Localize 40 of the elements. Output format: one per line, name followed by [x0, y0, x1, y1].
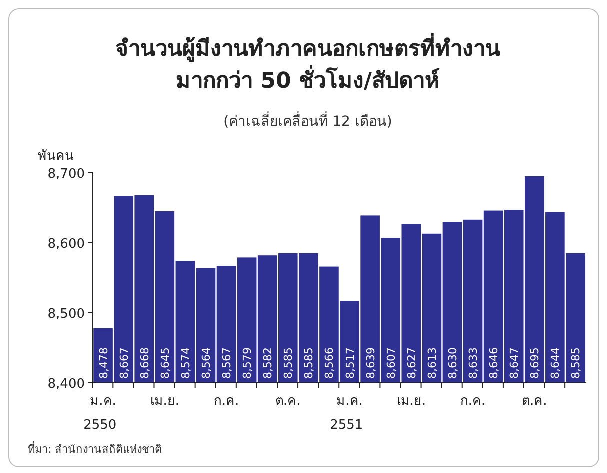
data-label: 8,564 [200, 348, 213, 379]
data-label: 8,613 [426, 348, 439, 379]
y-tick-label: 8,700 [48, 167, 85, 182]
data-label: 8,646 [488, 348, 501, 379]
data-label: 8,574 [179, 348, 192, 379]
y-axis-title: พันคน [38, 149, 74, 164]
data-label: 8,567 [220, 348, 234, 379]
x-tick-label: ก.ค. [214, 394, 240, 409]
data-label: 8,585 [570, 348, 583, 379]
data-label: 8,633 [467, 348, 480, 379]
y-tick-label: 8,600 [48, 237, 85, 252]
y-tick-label: 8,500 [48, 307, 85, 322]
x-tick-label: เม.ย. [150, 394, 180, 409]
data-label: 8,667 [118, 348, 131, 379]
data-label: 8,585 [302, 348, 316, 379]
data-label: 8,647 [508, 348, 522, 379]
data-label: 8,644 [549, 348, 562, 379]
data-label: 8,639 [364, 348, 378, 379]
x-tick-label: ม.ค. 2550 [84, 394, 117, 433]
y-tick-label: 8,400 [48, 377, 85, 392]
data-label: 8,585 [282, 348, 296, 379]
x-tick-label: เม.ย. [396, 394, 426, 409]
data-label: 8,627 [405, 348, 418, 379]
data-label: 8,668 [138, 348, 152, 379]
data-label: 8,478 [97, 348, 110, 379]
data-label: 8,566 [323, 348, 336, 379]
x-tick-label: ม.ค. 2551 [330, 394, 364, 433]
data-label: 8,630 [446, 348, 460, 379]
data-label: 8,579 [241, 348, 254, 379]
x-tick-label: ต.ค. [276, 394, 301, 409]
chart-title: จำนวนผู้มีงานทำภาคนอกเกษตรที่ทำงาน มากกว่า 50 ชั่วโมง/สัปดาห์ [116, 32, 500, 94]
text: ที่มา: สำนักงานสถิติแห่งชาติ [28, 441, 162, 456]
data-label: 8,645 [158, 348, 172, 379]
data-label: 8,607 [384, 348, 398, 379]
data-label: 8,517 [344, 348, 357, 379]
x-tick-label: ต.ค. [522, 394, 548, 409]
data-label: 8,695 [528, 348, 542, 379]
chart-subtitle: (ค่าเฉลี่ยเคลื่อนที่ 12 เดือน) [224, 112, 392, 130]
data-label: 8,582 [262, 348, 275, 379]
x-tick-label: ก.ค. [460, 394, 486, 409]
